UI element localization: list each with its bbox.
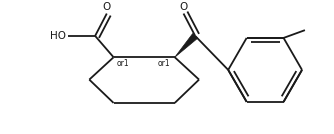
- Text: O: O: [103, 2, 111, 12]
- Text: HO: HO: [50, 31, 66, 41]
- Text: or1: or1: [157, 59, 170, 68]
- Text: or1: or1: [117, 59, 129, 68]
- Text: O: O: [179, 2, 188, 12]
- Polygon shape: [175, 34, 198, 57]
